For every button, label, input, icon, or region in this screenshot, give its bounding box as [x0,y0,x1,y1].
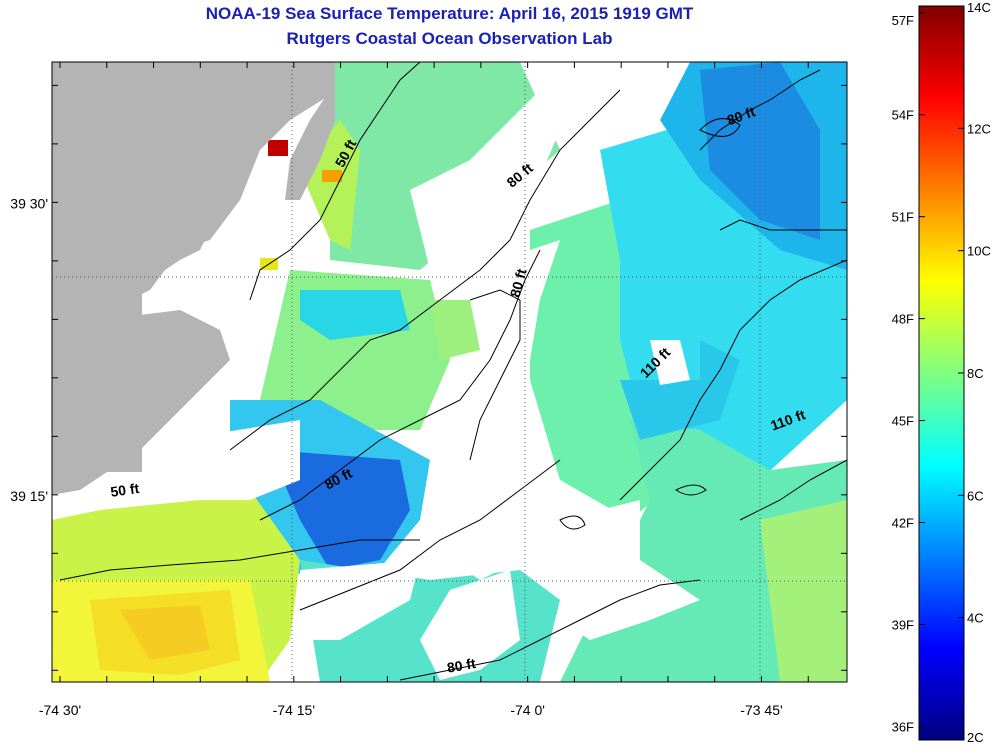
colorbar-fahrenheit-label: 42F [892,516,914,531]
colorbar-celsius-label: 8C [967,366,984,381]
y-tick-label: 39 30' [10,195,48,211]
axis-ticks [52,62,847,682]
colorbar-celsius-label: 10C [967,244,991,259]
y-tick-label: 39 15' [10,488,48,504]
map-title: NOAA-19 Sea Surface Temperature: April 1… [205,4,694,23]
map-frame [51,61,848,683]
contour-label: 80 ft [446,655,477,676]
colorbar-celsius-label: 14C [967,0,991,15]
colorbar-fahrenheit-label: 39F [892,617,914,632]
colorbar-fahrenheit-label: 45F [892,414,914,429]
colorbar-fahrenheit-label: 36F [892,719,914,734]
colorbar-celsius-label: 2C [967,730,984,745]
colorbar [918,5,965,741]
colorbar-fahrenheit-label: 51F [892,210,914,225]
map-subtitle: Rutgers Coastal Ocean Observation Lab [286,29,613,48]
colorbar-fahrenheit-label: 48F [892,312,914,327]
x-tick-label: -74 0' [510,702,545,718]
colorbar-fahrenheit-label: 57F [892,13,914,28]
colorbar-celsius-label: 12C [967,121,991,136]
depth-contours [59,62,847,681]
contour-label: 50 ft [109,480,140,500]
colorbar-fahrenheit-label: 54F [892,108,914,123]
colorbar-celsius-label: 6C [967,488,984,503]
colorbar-celsius-label: 4C [967,611,984,626]
y-axis-labels: 39 30' 39 15' [10,195,48,503]
x-axis-labels: -74 30' -74 15' -74 0' -73 45' [39,702,783,718]
graticule [52,62,847,682]
x-tick-label: -73 45' [740,702,782,718]
contour-label: 80 ft [507,267,530,299]
colorbar-ticks: 14C 12C 10C 8C 6C 4C 2C 57F 54F 51F 48F 45F 42F 39F 36… [892,0,991,745]
x-tick-label: -74 15' [273,702,315,718]
x-tick-label: -74 30' [39,702,81,718]
land-mass [52,62,335,495]
